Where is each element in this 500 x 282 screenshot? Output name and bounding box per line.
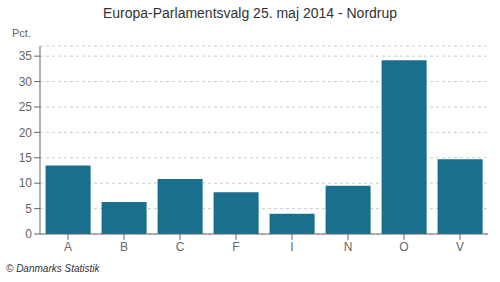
svg-text:30: 30 <box>19 75 33 89</box>
svg-text:5: 5 <box>25 202 32 216</box>
svg-text:V: V <box>456 240 464 254</box>
svg-text:15: 15 <box>19 151 33 165</box>
svg-text:B: B <box>120 240 128 254</box>
svg-text:0: 0 <box>25 227 32 241</box>
svg-text:O: O <box>399 240 408 254</box>
svg-text:C: C <box>176 240 185 254</box>
html-text:Europa-Parlamentsvalg 25. maj: Europa-Parlamentsvalg 25. maj 2014 - Nor… <box>102 5 398 21</box>
svg-text:20: 20 <box>19 126 33 140</box>
svg-text:N: N <box>344 240 353 254</box>
svg-text:A: A <box>64 240 72 254</box>
html-text:© Danmarks Statistik: © Danmarks Statistik <box>6 263 100 274</box>
svg-text:I: I <box>290 240 293 254</box>
svg-text:F: F <box>232 240 239 254</box>
svg-text:10: 10 <box>19 176 33 190</box>
svg-text:25: 25 <box>19 100 33 114</box>
html-text:Pct.: Pct. <box>12 27 31 39</box>
svg-text:35: 35 <box>19 49 33 63</box>
